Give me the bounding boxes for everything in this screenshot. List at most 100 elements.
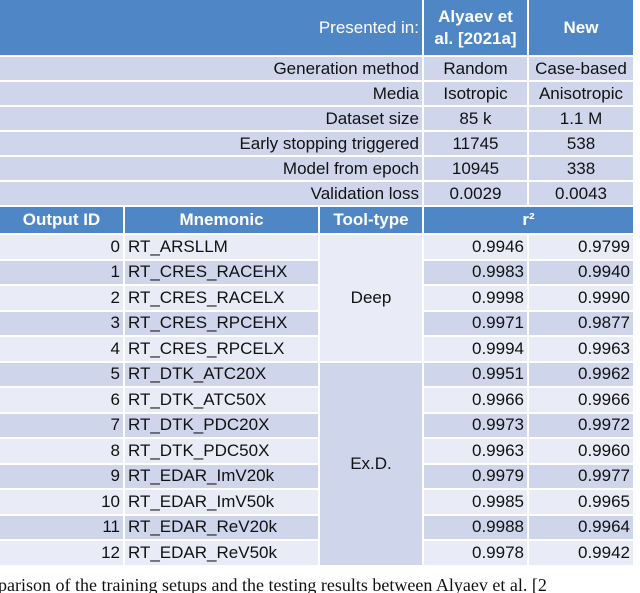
- table-row: 9 RT_EDAR_ImV20k 0.9979 0.9977: [0, 464, 633, 488]
- r2-source: 0.9966: [424, 388, 527, 412]
- mnemonic: RT_CRES_RACELX: [125, 286, 318, 310]
- table-row: 6 RT_DTK_ATC50X 0.9966 0.9966: [0, 388, 633, 412]
- mnemonic: RT_DTK_ATC50X: [125, 388, 318, 412]
- column-header: Mnemonic: [125, 207, 318, 233]
- setting-source: Random: [424, 57, 527, 80]
- table-row: Output ID Mnemonic Tool-type r²: [0, 207, 633, 233]
- mnemonic: RT_DTK_PDC50X: [125, 439, 318, 463]
- setting-new: 338: [529, 157, 633, 180]
- r2-new: 0.9877: [529, 311, 633, 335]
- setting-new: 1.1 M: [529, 107, 633, 130]
- setting-source: 10945: [424, 157, 527, 180]
- table-row: 1 RT_CRES_RACEHX 0.9983 0.9940: [0, 260, 633, 284]
- r2-source: 0.9973: [424, 413, 527, 437]
- table-row: 8 RT_DTK_PDC50X 0.9963 0.9960: [0, 439, 633, 463]
- setting-new: Case-based: [529, 57, 633, 80]
- output-id: 6: [0, 388, 123, 412]
- output-id: 3: [0, 311, 123, 335]
- tool-type: Deep: [320, 235, 422, 361]
- output-id: 11: [0, 515, 123, 539]
- r2-new: 0.9990: [529, 286, 633, 310]
- r2-source: 0.9978: [424, 541, 527, 565]
- mnemonic: RT_CRES_RPCEHX: [125, 311, 318, 335]
- caption: parison of the training setups and the t…: [0, 575, 547, 593]
- setting-label: Dataset size: [0, 107, 422, 130]
- mnemonic: RT_DTK_PDC20X: [125, 413, 318, 437]
- setting-label: Generation method: [0, 57, 422, 80]
- r2-source: 0.9983: [424, 260, 527, 284]
- column-header: Tool-type: [320, 207, 422, 233]
- table-row: Validation loss 0.0029 0.0043: [0, 182, 633, 205]
- r2-source: 0.9988: [424, 515, 527, 539]
- setting-source: 11745: [424, 132, 527, 155]
- r2-new: 0.9977: [529, 464, 633, 488]
- r2-new: 0.9940: [529, 260, 633, 284]
- output-id: 10: [0, 490, 123, 514]
- table-row: Media Isotropic Anisotropic: [0, 82, 633, 105]
- mnemonic: RT_EDAR_ReV50k: [125, 541, 318, 565]
- r2-source: 0.9963: [424, 439, 527, 463]
- r2-source: 0.9971: [424, 311, 527, 335]
- table-row: Presented in: Alyaev et al. [2021a] New: [0, 0, 633, 55]
- table-row: Generation method Random Case-based: [0, 57, 633, 80]
- table-row: 0 RT_ARSLLM Deep 0.9946 0.9799: [0, 235, 633, 361]
- r2-new: 0.9966: [529, 388, 633, 412]
- r2-source: 0.9985: [424, 490, 527, 514]
- setting-source: 85 k: [424, 107, 527, 130]
- header-new: New: [529, 0, 633, 55]
- r2-source: 0.9946: [424, 235, 527, 259]
- output-id: 8: [0, 439, 123, 463]
- setting-label: Validation loss: [0, 182, 422, 205]
- table-body: Presented in: Alyaev et al. [2021a] New Gen…: [0, 0, 633, 565]
- mnemonic: RT_EDAR_ImV50k: [125, 490, 318, 514]
- header-label: Presented in:: [0, 0, 422, 55]
- table-row: 2 RT_CRES_RACELX 0.9998 0.9990: [0, 286, 633, 310]
- r2-new: 0.9963: [529, 337, 633, 361]
- table-row: 5 RT_DTK_ATC20X Ex.D. 0.9951 0.9962: [0, 362, 633, 565]
- results-table: Presented in: Alyaev et al. [2021a] New Gen…: [0, 0, 633, 565]
- r2-new: 0.9965: [529, 490, 633, 514]
- table-row: Early stopping triggered 11745 538: [0, 132, 633, 155]
- table-row: Dataset size 85 k 1.1 M: [0, 107, 633, 130]
- table-row: 3 RT_CRES_RPCEHX 0.9971 0.9877: [0, 311, 633, 335]
- mnemonic: RT_EDAR_ImV20k: [125, 464, 318, 488]
- table-row: 4 RT_CRES_RPCELX 0.9994 0.9963: [0, 337, 633, 361]
- r2-new: 0.9964: [529, 515, 633, 539]
- output-id: 7: [0, 413, 123, 437]
- output-id: 1: [0, 260, 123, 284]
- r2-source: 0.9994: [424, 337, 527, 361]
- setting-source: Isotropic: [424, 82, 527, 105]
- output-id: 9: [0, 464, 123, 488]
- r2-source: 0.9951: [424, 362, 527, 386]
- r2-source: 0.9998: [424, 286, 527, 310]
- table-row: 11 RT_EDAR_ReV20k 0.9988 0.9964: [0, 515, 633, 539]
- setting-label: Media: [0, 82, 422, 105]
- column-header: r²: [424, 207, 633, 233]
- output-id: 4: [0, 337, 123, 361]
- r2-source: 0.9979: [424, 464, 527, 488]
- r2-new: 0.9962: [529, 362, 633, 386]
- tool-type: Ex.D.: [320, 362, 422, 565]
- mnemonic: RT_DTK_ATC20X: [125, 362, 318, 386]
- header-source: Alyaev et al. [2021a]: [424, 0, 527, 55]
- mnemonic: RT_CRES_RPCELX: [125, 337, 318, 361]
- setting-new: Anisotropic: [529, 82, 633, 105]
- r2-new: 0.9972: [529, 413, 633, 437]
- output-id: 5: [0, 362, 123, 386]
- mnemonic: RT_EDAR_ReV20k: [125, 515, 318, 539]
- output-id: 2: [0, 286, 123, 310]
- table-row: Model from epoch 10945 338: [0, 157, 633, 180]
- table-row: 12 RT_EDAR_ReV50k 0.9978 0.9942: [0, 541, 633, 565]
- setting-source: 0.0029: [424, 182, 527, 205]
- r2-new: 0.9960: [529, 439, 633, 463]
- output-id: 0: [0, 235, 123, 259]
- column-header: Output ID: [0, 207, 123, 233]
- mnemonic: RT_ARSLLM: [125, 235, 318, 259]
- table-row: 7 RT_DTK_PDC20X 0.9973 0.9972: [0, 413, 633, 437]
- table-row: 10 RT_EDAR_ImV50k 0.9985 0.9965: [0, 490, 633, 514]
- mnemonic: RT_CRES_RACEHX: [125, 260, 318, 284]
- setting-label: Early stopping triggered: [0, 132, 422, 155]
- setting-new: 538: [529, 132, 633, 155]
- r2-new: 0.9799: [529, 235, 633, 259]
